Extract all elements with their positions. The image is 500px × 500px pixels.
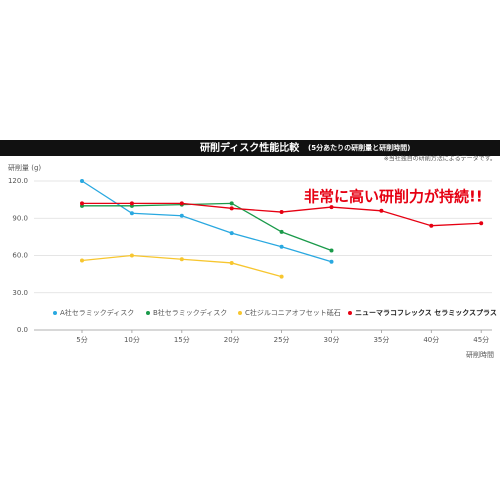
legend-label: B社セラミックディスク: [153, 308, 227, 317]
x-tick-label: 5分: [76, 335, 87, 344]
x-axis-label: 研削時間: [466, 350, 494, 359]
y-tick-label: 30.0: [12, 289, 28, 297]
data-point: [179, 257, 184, 262]
data-point: [80, 258, 84, 263]
chart-title: 研削ディスク性能比較: [200, 141, 300, 154]
legend-label: A社セラミックディスク: [60, 308, 134, 317]
y-tick-label: 90.0: [12, 214, 28, 222]
legend-marker: [53, 311, 57, 315]
data-point: [479, 221, 484, 226]
data-point: [379, 208, 384, 213]
x-tick-label: 30分: [324, 335, 340, 344]
x-tick-label: 15分: [174, 335, 190, 344]
legend-marker: [238, 311, 242, 315]
series-line: [81, 180, 332, 263]
data-point: [80, 179, 84, 183]
data-point: [279, 210, 284, 215]
note: ※当社独自の研削方法によるデータです。: [384, 155, 496, 163]
data-point: [179, 213, 184, 218]
data-point: [279, 244, 284, 249]
x-tick-label: 20分: [224, 335, 240, 344]
data-point: [129, 253, 134, 258]
series-line: [82, 202, 482, 227]
data-point: [229, 260, 234, 265]
title-band: [0, 140, 500, 156]
data-point: [129, 211, 134, 216]
x-tick-label: 40分: [423, 335, 439, 344]
data-point: [429, 223, 434, 228]
data-point: [279, 274, 284, 279]
data-point: [80, 201, 84, 206]
x-tick-label: 35分: [373, 335, 389, 344]
legend-marker: [348, 311, 352, 315]
y-axis-label: 研削量 (g): [8, 163, 41, 172]
data-point: [229, 206, 234, 211]
chart-subtitle: (5分あたりの研削量と研削時間): [308, 143, 410, 152]
data-point: [229, 231, 234, 236]
x-tick-label: 45分: [473, 335, 489, 344]
legend-label: C社ジルコニアオフセット砥石: [245, 308, 341, 317]
series-line: [82, 202, 332, 252]
x-tick-label: 25分: [274, 335, 290, 344]
data-point: [329, 259, 334, 264]
y-tick-label: 120.0: [8, 177, 28, 185]
y-tick-label: 0.0: [17, 326, 28, 334]
annotation: 非常に高い研削力が持続!!: [304, 188, 483, 206]
legend-label: ニューマラコフレックス セラミックスプラス: [355, 308, 497, 317]
data-point: [329, 205, 334, 210]
data-point: [279, 229, 284, 234]
data-point: [129, 201, 134, 206]
data-point: [179, 201, 184, 206]
legend-marker: [146, 311, 150, 315]
y-tick-label: 60.0: [12, 252, 28, 260]
data-point: [329, 248, 334, 253]
data-point: [229, 201, 234, 206]
x-tick-label: 10分: [124, 335, 140, 344]
